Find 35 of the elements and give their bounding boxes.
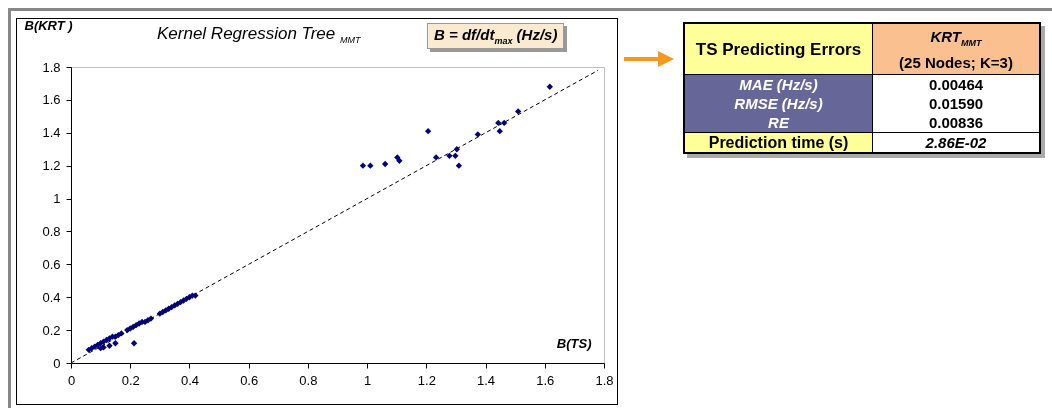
text: RE — [684, 113, 873, 133]
y-tick-label: 0.2 — [42, 322, 61, 338]
text: TS Predicting Errors — [684, 23, 873, 75]
text: (25 Nodes; K=3) — [899, 53, 1013, 71]
text: Prediction time (s) — [684, 132, 873, 153]
y-tick-label: 1.6 — [42, 92, 61, 108]
x-tick-label: 1.4 — [477, 372, 496, 388]
x-tick-label: 1 — [363, 372, 372, 388]
x-tick-label: 0 — [67, 372, 76, 388]
text: 0.00836 — [872, 113, 1040, 133]
y-axis-title: B(KRT ) — [24, 17, 73, 33]
x-tick-label: 0.2 — [121, 372, 140, 388]
x-tick-label: 0.8 — [299, 372, 318, 388]
x-tick-label: 1.8 — [595, 372, 614, 388]
x-tick-label: 1.6 — [536, 372, 555, 388]
text: 0.01590 — [872, 94, 1040, 113]
text: MAE (Hz/s) — [684, 74, 873, 94]
y-tick-label: 0.4 — [42, 289, 61, 305]
x-tick-label: 0.6 — [240, 372, 259, 388]
y-tick-label: 1.2 — [42, 158, 61, 174]
text: RMSE (Hz/s) — [684, 94, 873, 113]
y-tick-label: 1 — [53, 191, 61, 207]
x-axis-title: B(TS) — [556, 335, 592, 351]
text: 2.86E-02 — [872, 132, 1040, 153]
y-tick-label: 1.4 — [42, 125, 61, 141]
y-tick-label: 0.8 — [42, 223, 61, 239]
text: KRT$_{MMT}$ — [930, 27, 982, 48]
text: 0.00464 — [872, 74, 1040, 94]
chart-title: Kernel Regression Tree $_{MMT}$ — [157, 24, 361, 46]
y-tick-label: 0 — [53, 355, 61, 371]
text: B = df/dt$_{max}$ (Hz/s) — [427, 23, 565, 49]
y-tick-label: 1.8 — [42, 59, 61, 75]
y-tick-label: 0.6 — [42, 256, 61, 272]
x-tick-label: 0.4 — [180, 372, 199, 388]
x-tick-label: 1.2 — [417, 372, 436, 388]
